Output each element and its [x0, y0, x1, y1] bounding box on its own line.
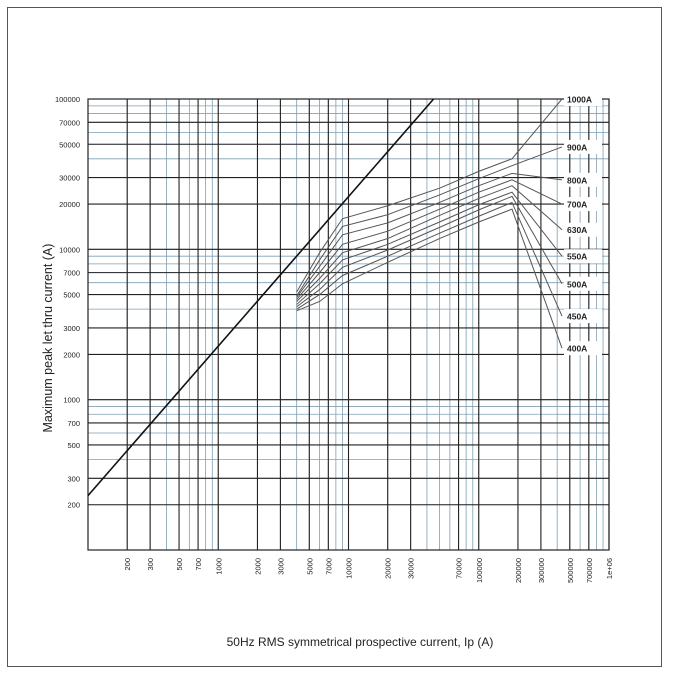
x-tick-label: 20000	[384, 558, 393, 579]
x-tick-label: 1e+06	[605, 558, 614, 579]
y-tick-label: 1000	[63, 396, 80, 405]
x-tick-label: 70000	[455, 558, 464, 579]
series-label: 1000A	[567, 95, 592, 105]
y-tick-label: 200	[67, 501, 80, 510]
x-tick-label: 300	[146, 558, 155, 571]
series-label: 900A	[567, 142, 587, 152]
y-tick-label: 30000	[59, 174, 80, 183]
series-label: 550A	[567, 252, 587, 262]
series-label: 800A	[567, 175, 587, 185]
series-label: 500A	[567, 279, 587, 289]
series-label-bg	[564, 309, 602, 324]
x-tick-label: 500	[175, 558, 184, 571]
series-line	[296, 179, 563, 300]
series-line	[296, 98, 563, 293]
y-tick-label: 100000	[55, 95, 80, 104]
y-tick-label: 5000	[63, 291, 80, 300]
chart-frame: 200 300 500 700 1000 2000 3000 5000 7000 10000 200…	[7, 7, 662, 667]
y-tick-label: 10000	[59, 245, 80, 254]
y-axis-label: Maximum peak let thru current (A)	[41, 243, 55, 433]
series-label: 450A	[567, 312, 587, 322]
series-line	[296, 208, 563, 349]
series-label-bg	[564, 172, 602, 187]
series-label-bg	[564, 222, 602, 237]
x-tick-label: 5000	[305, 558, 314, 575]
x-tick-label: 1000	[214, 558, 223, 575]
y-tick-label: 7000	[63, 269, 80, 278]
x-tick-label: 2000	[253, 558, 262, 575]
series-line	[296, 146, 563, 297]
plot-border	[87, 98, 610, 551]
series-line	[296, 191, 563, 305]
x-tick-label: 30000	[407, 558, 416, 579]
series-label-bg	[564, 197, 602, 212]
x-tick-label: 700000	[585, 558, 594, 583]
y-tick-label: 70000	[59, 118, 80, 127]
y-tick-label: 20000	[59, 200, 80, 209]
x-tick-label: 100000	[475, 558, 484, 583]
series-label-bg	[564, 249, 602, 264]
x-tick-label: 500000	[566, 558, 575, 583]
series-label: 400A	[567, 344, 587, 354]
y-tick-label: 2000	[63, 350, 80, 359]
reference-line	[87, 98, 435, 497]
series-line	[296, 172, 563, 298]
x-axis-label: 50Hz RMS symmetrical prospective current…	[226, 635, 494, 649]
x-tick-label: 200	[123, 558, 132, 571]
y-tick-label: 500	[67, 441, 80, 450]
series-line	[296, 201, 563, 317]
x-tick-label: 300000	[537, 558, 546, 583]
series-label-bg	[564, 276, 602, 291]
series-label-bg	[564, 341, 602, 356]
series-label: 700A	[567, 200, 587, 210]
x-tick-label: 200000	[514, 558, 523, 583]
series-label: 630A	[567, 225, 587, 235]
x-tick-label: 700	[194, 558, 203, 571]
series-line	[296, 195, 563, 308]
series-label-bg	[564, 139, 602, 154]
y-tick-label: 3000	[63, 324, 80, 333]
y-tick-label: 300	[67, 474, 80, 483]
x-tick-label: 10000	[345, 558, 354, 579]
y-tick-label: 700	[67, 419, 80, 428]
y-tick-label: 50000	[59, 140, 80, 149]
x-tick-label: 3000	[276, 558, 285, 575]
series-label-bg	[564, 92, 602, 106]
x-tick-label: 7000	[324, 558, 333, 575]
chart: 200 300 500 700 1000 2000 3000 5000 7000 10000 200…	[55, 92, 614, 583]
series-line	[296, 185, 563, 302]
